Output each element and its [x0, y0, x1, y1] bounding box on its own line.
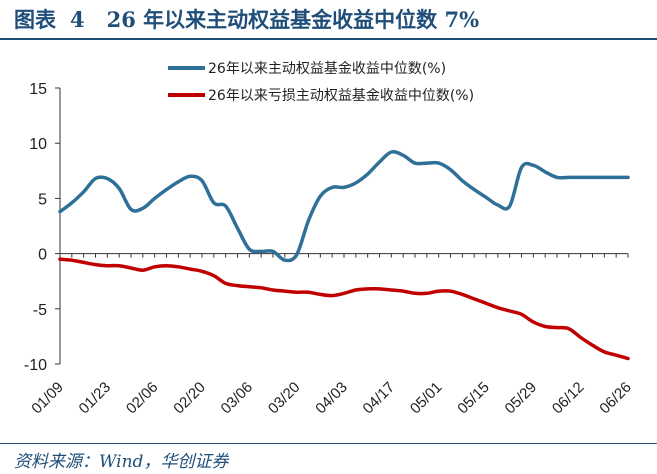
- x-tick-label: 04/03: [312, 379, 351, 418]
- legend: 26年以来主动权益基金收益中位数(%) 26年以来亏损主动权益基金收益中位数(%): [168, 60, 474, 104]
- y-tick-label: 0: [38, 247, 47, 264]
- legend-label-1: 26年以来主动权益基金收益中位数(%): [208, 60, 446, 77]
- x-tick-label: 04/17: [360, 379, 399, 418]
- x-tick-label: 01/09: [28, 379, 67, 418]
- legend-label-2: 26年以来亏损主动权益基金收益中位数(%): [208, 87, 474, 104]
- series-line-1: [58, 150, 630, 263]
- x-tick-label: 03/20: [265, 379, 304, 418]
- line-chart: 26年以来主动权益基金收益中位数(%) 26年以来亏损主动权益基金收益中位数(%)…: [24, 60, 635, 418]
- plot-area: [58, 150, 630, 361]
- y-tick-label: 15: [29, 81, 47, 98]
- x-tick-label: 06/12: [549, 379, 588, 418]
- title-text: 26 年以来主动权益基金收益中位数 7%: [106, 7, 480, 32]
- x-tick-label: 02/20: [170, 379, 209, 418]
- x-tick-label: 05/01: [407, 379, 446, 418]
- figure-label: 图表: [14, 7, 56, 32]
- x-tick-label: 02/06: [123, 379, 162, 418]
- x-tick-label: 06/26: [596, 379, 635, 418]
- x-tick-label: 03/06: [218, 379, 257, 418]
- y-tick-label: 10: [29, 136, 47, 153]
- figure-number: 4: [70, 7, 85, 32]
- x-tick-label: 05/29: [502, 379, 541, 418]
- y-axis: 15 10 5 0 -5 -10: [24, 81, 61, 374]
- x-tick-label: 05/15: [454, 379, 493, 418]
- title-bar: 图表 4 26 年以来主动权益基金收益中位数 7%: [0, 0, 657, 40]
- y-tick-label: 5: [38, 191, 47, 208]
- source-divider: [0, 443, 657, 444]
- y-tick-label: -5: [33, 302, 47, 319]
- x-axis: 01/09 01/23 02/06 02/20 03/06 03/20 04/03 04/17…: [28, 253, 635, 418]
- page-title: 图表 4 26 年以来主动权益基金收益中位数 7%: [14, 4, 479, 34]
- y-tick-label: -10: [24, 357, 47, 374]
- series-line-2: [58, 257, 630, 361]
- source-note: 资料来源：Wind，华创证券: [14, 452, 229, 472]
- x-tick-label: 01/23: [76, 379, 115, 418]
